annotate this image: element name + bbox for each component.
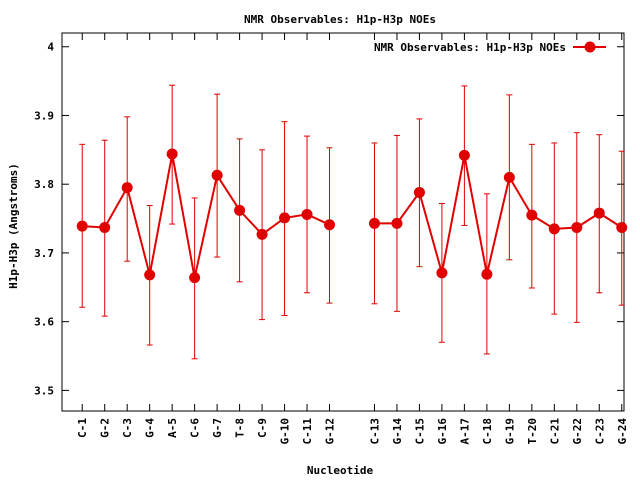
x-tick-label: C-15 [413,418,426,445]
x-tick-label: C-11 [301,418,314,445]
y-axis-label: H1p-H3p (Angstroms) [7,163,20,289]
data-point [548,223,560,235]
x-tick-label: A-17 [458,418,471,445]
data-point [391,217,403,229]
x-tick-label: G-7 [211,418,224,438]
y-tick-label: 3.7 [34,247,54,260]
x-tick-label: C-18 [481,418,494,445]
legend-label: NMR Observables: H1p-H3p NOEs [374,41,566,54]
data-point [616,221,628,233]
x-tick-label: C-6 [189,418,202,438]
x-tick-label: C-3 [121,418,134,438]
y-tick-label: 3.6 [34,316,54,329]
x-tick-label: G-24 [616,418,629,445]
series-line [374,155,623,275]
x-tick-label: C-13 [368,418,381,445]
data-point [189,272,201,284]
x-tick-label: G-16 [436,418,449,445]
data-point [234,204,246,216]
data-point [571,221,583,233]
x-tick-label: G-19 [503,418,516,445]
x-tick-label: G-4 [144,418,157,438]
data-point [324,219,336,231]
data-point [436,267,448,279]
x-axis-label: Nucleotide [307,464,374,477]
x-tick-label: C-9 [256,418,269,438]
y-tick-label: 4 [47,41,54,54]
plot-frame [61,32,625,412]
data-point [458,149,470,161]
data-point [256,228,268,240]
x-axis: C-1 G-2 C-3 G-4 A-5 C-6 G-7 T-8 C-9 G-10 C-11 G-12 C… [76,33,629,445]
x-tick-label: G-12 [324,418,337,445]
data-point [211,169,223,181]
plot-series [76,84,628,360]
x-tick-label: G-22 [571,418,584,445]
data-point [166,148,178,160]
chart-title: NMR Observables: H1p-H3p NOEs [244,13,436,26]
y-tick-label: 3.8 [34,178,54,191]
y-axis: 3.5 3.6 3.7 3.8 3.9 4 [34,41,624,397]
x-tick-label: C-21 [548,418,561,445]
series-line [82,153,330,278]
y-tick-label: 3.5 [34,384,54,397]
data-point [99,221,111,233]
x-tick-label: T-20 [526,418,539,445]
x-tick-label: G-14 [391,418,404,445]
data-point [279,212,291,224]
legend: NMR Observables: H1p-H3p NOEs [374,41,606,54]
legend-marker-sample [584,41,596,53]
x-tick-label: C-23 [593,418,606,445]
x-tick-label: T-8 [234,418,247,438]
data-point [121,182,133,194]
x-tick-label: G-10 [279,418,292,445]
data-point [413,186,425,198]
data-point [144,269,156,281]
plot-area-border [61,32,625,412]
x-tick-label: G-2 [99,418,112,438]
y-tick-label: 3.9 [34,109,54,122]
x-tick-label: C-1 [76,418,89,438]
data-point [593,207,605,219]
data-point [301,208,313,220]
x-tick-label: A-5 [166,418,179,438]
data-point [503,171,515,183]
data-point [526,209,538,221]
data-point [76,220,88,232]
data-point [368,217,380,229]
data-point [481,268,493,280]
